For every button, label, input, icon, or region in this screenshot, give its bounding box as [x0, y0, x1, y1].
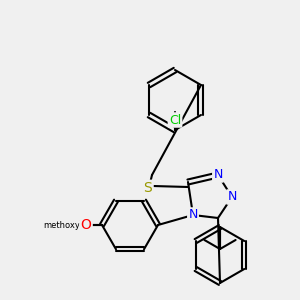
Text: methoxy: methoxy — [44, 221, 80, 230]
Text: O: O — [77, 218, 87, 232]
Text: Cl: Cl — [169, 113, 181, 127]
Text: N: N — [213, 169, 223, 182]
Text: S: S — [144, 181, 152, 195]
Text: N: N — [188, 208, 198, 221]
Text: O: O — [81, 218, 92, 232]
Text: N: N — [227, 190, 237, 203]
